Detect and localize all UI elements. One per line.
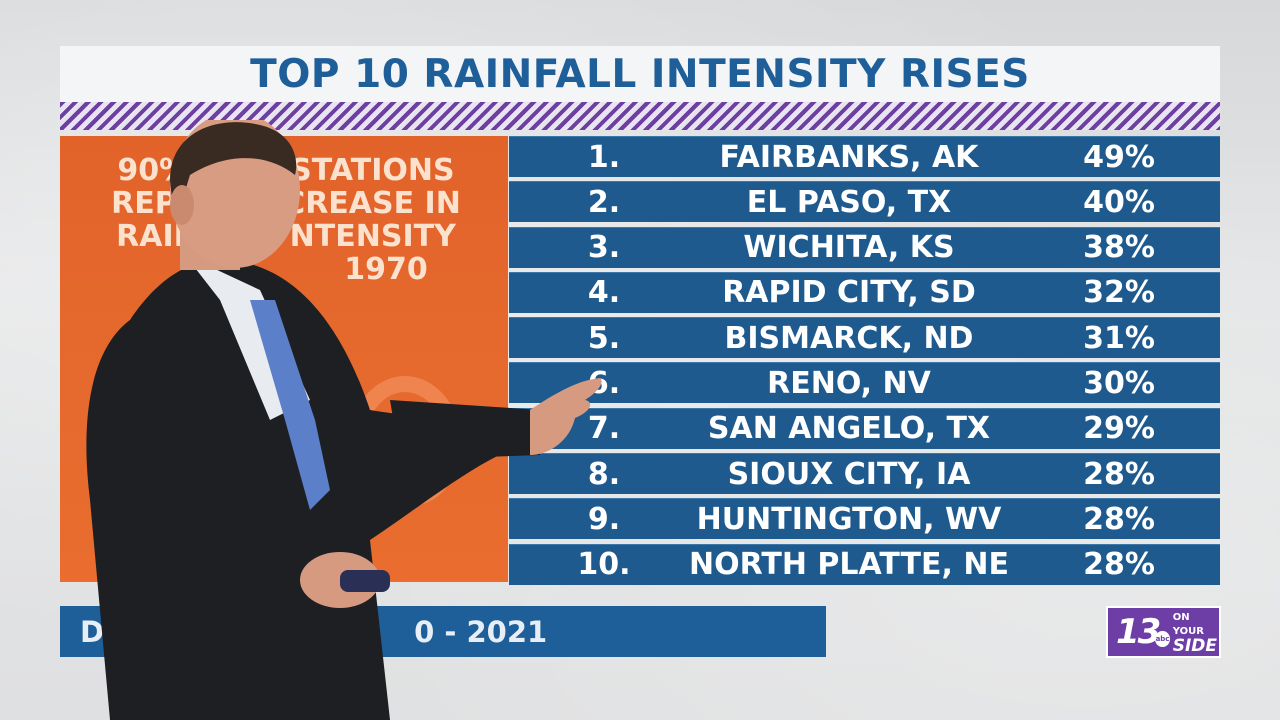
stat-line: STATIONS [290, 153, 455, 188]
percent-label: 38% [1083, 230, 1155, 266]
percent-label: 29% [1083, 411, 1155, 447]
presenter-ear [170, 185, 194, 225]
ranking-row: 7. SAN ANGELO, TX 29% [509, 407, 1220, 449]
city-label: SAN ANGELO, TX [707, 411, 991, 447]
title-bar: TOP 10 RAINFALL INTENSITY RISES [60, 46, 1220, 102]
graphic-title: TOP 10 RAINFALL INTENSITY RISES [250, 51, 1030, 97]
abc-logo-icon: abc [1155, 631, 1170, 647]
rank-label: 7. [587, 411, 621, 447]
rank-label: 3. [587, 230, 621, 266]
ranking-row: 2. EL PASO, TX 40% [509, 181, 1220, 223]
percent-label: 28% [1083, 547, 1155, 583]
ranking-row: 5. BISMARCK, ND 31% [509, 317, 1220, 359]
stat-line: NTENSITY [289, 219, 456, 254]
rank-label: 8. [587, 456, 621, 492]
city-label: WICHITA, KS [743, 230, 955, 266]
city-label: RAPID CITY, SD [722, 275, 976, 311]
ranking-row: 9. HUNTINGTON, WV 28% [509, 498, 1220, 540]
ranking-row: 3. WICHITA, KS 38% [509, 226, 1220, 268]
percent-label: 30% [1083, 365, 1155, 401]
percent-label: 31% [1083, 320, 1155, 356]
footer-left-text: D [80, 614, 105, 649]
city-label: FAIRBANKS, AK [719, 139, 979, 175]
clicker-icon [340, 570, 390, 592]
percent-label: 49% [1083, 139, 1155, 175]
presenter-hair [170, 122, 297, 220]
city-label: NORTH PLATTE, NE [689, 547, 1009, 583]
ranking-row: 10. NORTH PLATTE, NE 28% [509, 543, 1220, 585]
rank-label: 5. [587, 320, 621, 356]
city-label: HUNTINGTON, WV [696, 501, 1002, 537]
rank-label: 10. [577, 547, 631, 583]
ranking-row: 6. RENO, NV 30% [509, 362, 1220, 404]
presenter-arm [390, 400, 540, 460]
station-logo: 13 abc ON YOUR SIDE [1106, 606, 1221, 658]
stat-line: CREASE IN [283, 186, 461, 221]
stat-line: 1970 [344, 252, 428, 287]
presenter-tie [250, 300, 330, 510]
percent-label: 32% [1083, 275, 1155, 311]
percent-label: 28% [1083, 456, 1155, 492]
footer-right-text: 0 - 2021 [414, 614, 548, 649]
logo-tagline-bottom: SIDE [1172, 636, 1217, 656]
city-label: SIOUX CITY, IA [727, 456, 971, 492]
city-label: BISMARCK, ND [724, 320, 974, 356]
ranking-row: 4. RAPID CITY, SD 32% [509, 271, 1220, 313]
city-label: RENO, NV [767, 365, 931, 401]
rank-label: 9. [587, 501, 621, 537]
rank-label: 2. [587, 184, 621, 220]
percent-label: 40% [1083, 184, 1155, 220]
rank-label: 4. [587, 275, 621, 311]
logo-number: 13 [1116, 612, 1161, 652]
percent-label: 28% [1083, 501, 1155, 537]
ranking-row: 1. FAIRBANKS, AK 49% [509, 136, 1220, 177]
rank-label: 1. [587, 139, 621, 175]
city-label: EL PASO, TX [746, 184, 952, 220]
rankings-table: 1. FAIRBANKS, AK 49% 2. EL PASO, TX 40% 3. WICH… [509, 136, 1220, 589]
presenter-hand [530, 378, 602, 455]
ranking-row: 8. SIOUX CITY, IA 28% [509, 453, 1220, 495]
presenter-figure [86, 120, 602, 720]
logo-tagline-top: ON YOUR [1172, 612, 1204, 637]
